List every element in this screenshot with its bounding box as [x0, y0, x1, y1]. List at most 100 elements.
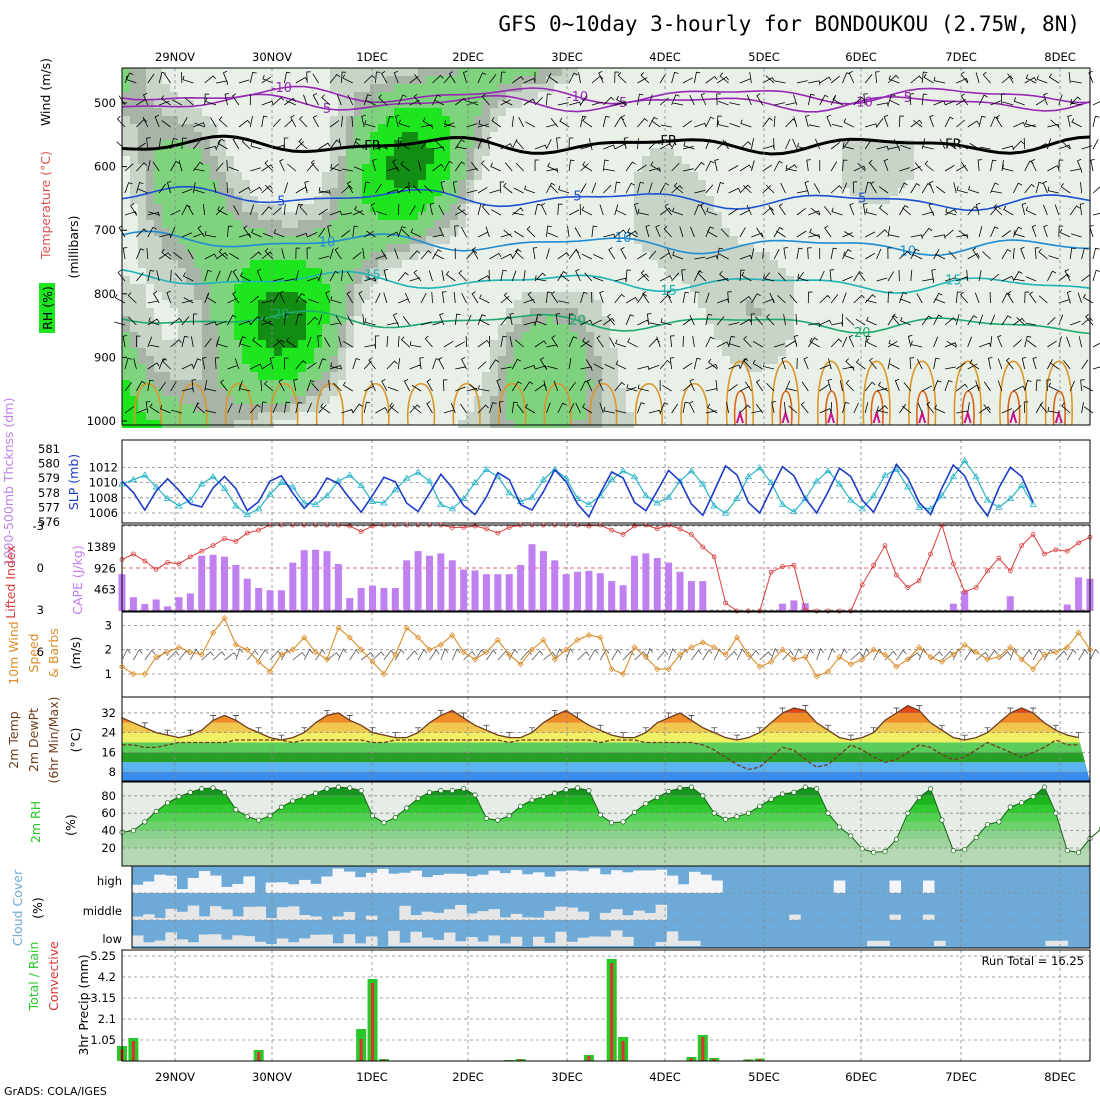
thickness-point: [528, 493, 536, 500]
thickness-point: [607, 475, 616, 483]
wind-speed-point: [585, 632, 592, 639]
cloud-cell: [299, 915, 311, 920]
wind-speed-point: [711, 644, 718, 651]
isotherm-25-loop: [771, 360, 800, 426]
wind-speed-point: [620, 670, 627, 678]
cloud-cell: [299, 879, 311, 893]
wind-speed-point: [836, 653, 843, 661]
precip-convective-bar: [621, 1041, 625, 1061]
rh2m-point: [631, 809, 638, 815]
isotherm-25-loop: [179, 383, 208, 426]
rh2m-point: [609, 820, 615, 826]
cloud-cell: [343, 911, 356, 920]
cloud-cell: [1045, 940, 1057, 946]
cloud-cell: [700, 874, 712, 893]
rh2m-point: [984, 821, 991, 828]
wind-speed-point: [802, 653, 809, 661]
thickness-point: [687, 467, 696, 474]
rh2m-point: [723, 816, 729, 822]
cloud-cell: [276, 938, 289, 946]
cloud-cell: [421, 937, 434, 946]
thickness-point: [562, 474, 570, 481]
cloud-cell: [321, 876, 333, 893]
thickness-point: [995, 503, 1003, 510]
rh2m-point: [347, 785, 353, 791]
lifted-index-point: [347, 523, 353, 529]
rh2m-point: [267, 813, 273, 819]
rh2m-point: [472, 792, 478, 798]
wind-speed-point: [289, 646, 296, 653]
lifted-index-point: [950, 561, 956, 567]
pressure-axis-label: (millibars): [66, 215, 81, 278]
cloud-cell: [566, 870, 578, 893]
cloud-cell: [466, 876, 478, 893]
wind-speed-point: [221, 615, 228, 622]
cape-bar: [164, 606, 172, 611]
rh2m-point: [176, 794, 182, 800]
cloud-cell: [566, 941, 578, 946]
thickness-point: [437, 500, 445, 507]
precip-convective-bar: [519, 1059, 523, 1061]
cape-bar: [243, 578, 251, 611]
isotherm-label: 10: [319, 235, 336, 250]
cloud-cell: [533, 917, 545, 920]
temp-minmax-whisker: [301, 727, 308, 733]
li-tick-label: 6: [37, 645, 44, 659]
cloud-cell: [455, 873, 467, 893]
precip-convective-bar: [758, 1059, 762, 1061]
cape-bar: [630, 555, 638, 611]
thickness-tick-label: 577: [38, 500, 60, 514]
cape-bar: [255, 587, 263, 611]
isotherm-25-loop: [224, 383, 253, 426]
temp-minmax-whisker: [210, 715, 217, 721]
cloud-cell: [265, 943, 278, 946]
cloud-cell: [365, 872, 378, 893]
cloud-cell: [410, 931, 423, 946]
isotherm-35-mark: [827, 409, 836, 424]
isotherm-25-loop: [589, 383, 618, 426]
isotherm--10: [121, 85, 1091, 105]
cloud-cell: [176, 911, 189, 920]
temp-minmax-whisker: [506, 732, 513, 738]
cloud-cell: [934, 940, 946, 946]
isotherm-25-loop: [816, 360, 846, 426]
thickness-point: [323, 491, 331, 499]
cloud-cell: [544, 942, 556, 946]
cloud-cell: [221, 886, 233, 893]
precip-legend-total: Total / Rain: [26, 942, 41, 1012]
isotherm-25-loop: [953, 360, 982, 426]
wind-speed-point: [164, 649, 171, 656]
wind-speed-point: [608, 666, 615, 673]
cape-bar: [232, 564, 240, 611]
thickness-point: [710, 502, 718, 509]
cloud-cell: [321, 934, 333, 946]
cloud-cell: [477, 911, 489, 920]
panel-frame: [121, 524, 1091, 612]
rh2m-point: [404, 805, 410, 811]
wind-speed-point: [699, 639, 706, 646]
thickness-point: [277, 478, 286, 485]
bottom-date-label: 7DEC: [945, 1070, 976, 1084]
bottom-date-label: 30NOV: [252, 1070, 292, 1084]
isotherm-30-loop: [824, 390, 839, 426]
thickness-point: [881, 471, 889, 478]
lifted-index-point: [472, 523, 478, 529]
bottom-date-label: 3DEC: [551, 1070, 582, 1084]
wind-speed-point: [175, 644, 183, 651]
cloud-cell: [165, 932, 177, 946]
cape-bar: [198, 555, 206, 611]
temp-color-band: [122, 697, 1090, 703]
rh2m-point: [791, 789, 797, 795]
cape-bar: [539, 551, 547, 611]
wind-speed-point: [870, 646, 877, 653]
cloud-cell: [633, 870, 645, 893]
precip-convective-bar: [382, 1059, 386, 1061]
rh2m-point: [836, 824, 843, 830]
cloud-cell: [644, 912, 656, 920]
thickness-point: [232, 502, 240, 509]
temp-minmax-whisker: [802, 705, 809, 711]
credit: GrADS: COLA/IGES: [4, 1085, 107, 1098]
thickness-point: [414, 468, 422, 475]
isotherm-15: [121, 268, 1091, 294]
